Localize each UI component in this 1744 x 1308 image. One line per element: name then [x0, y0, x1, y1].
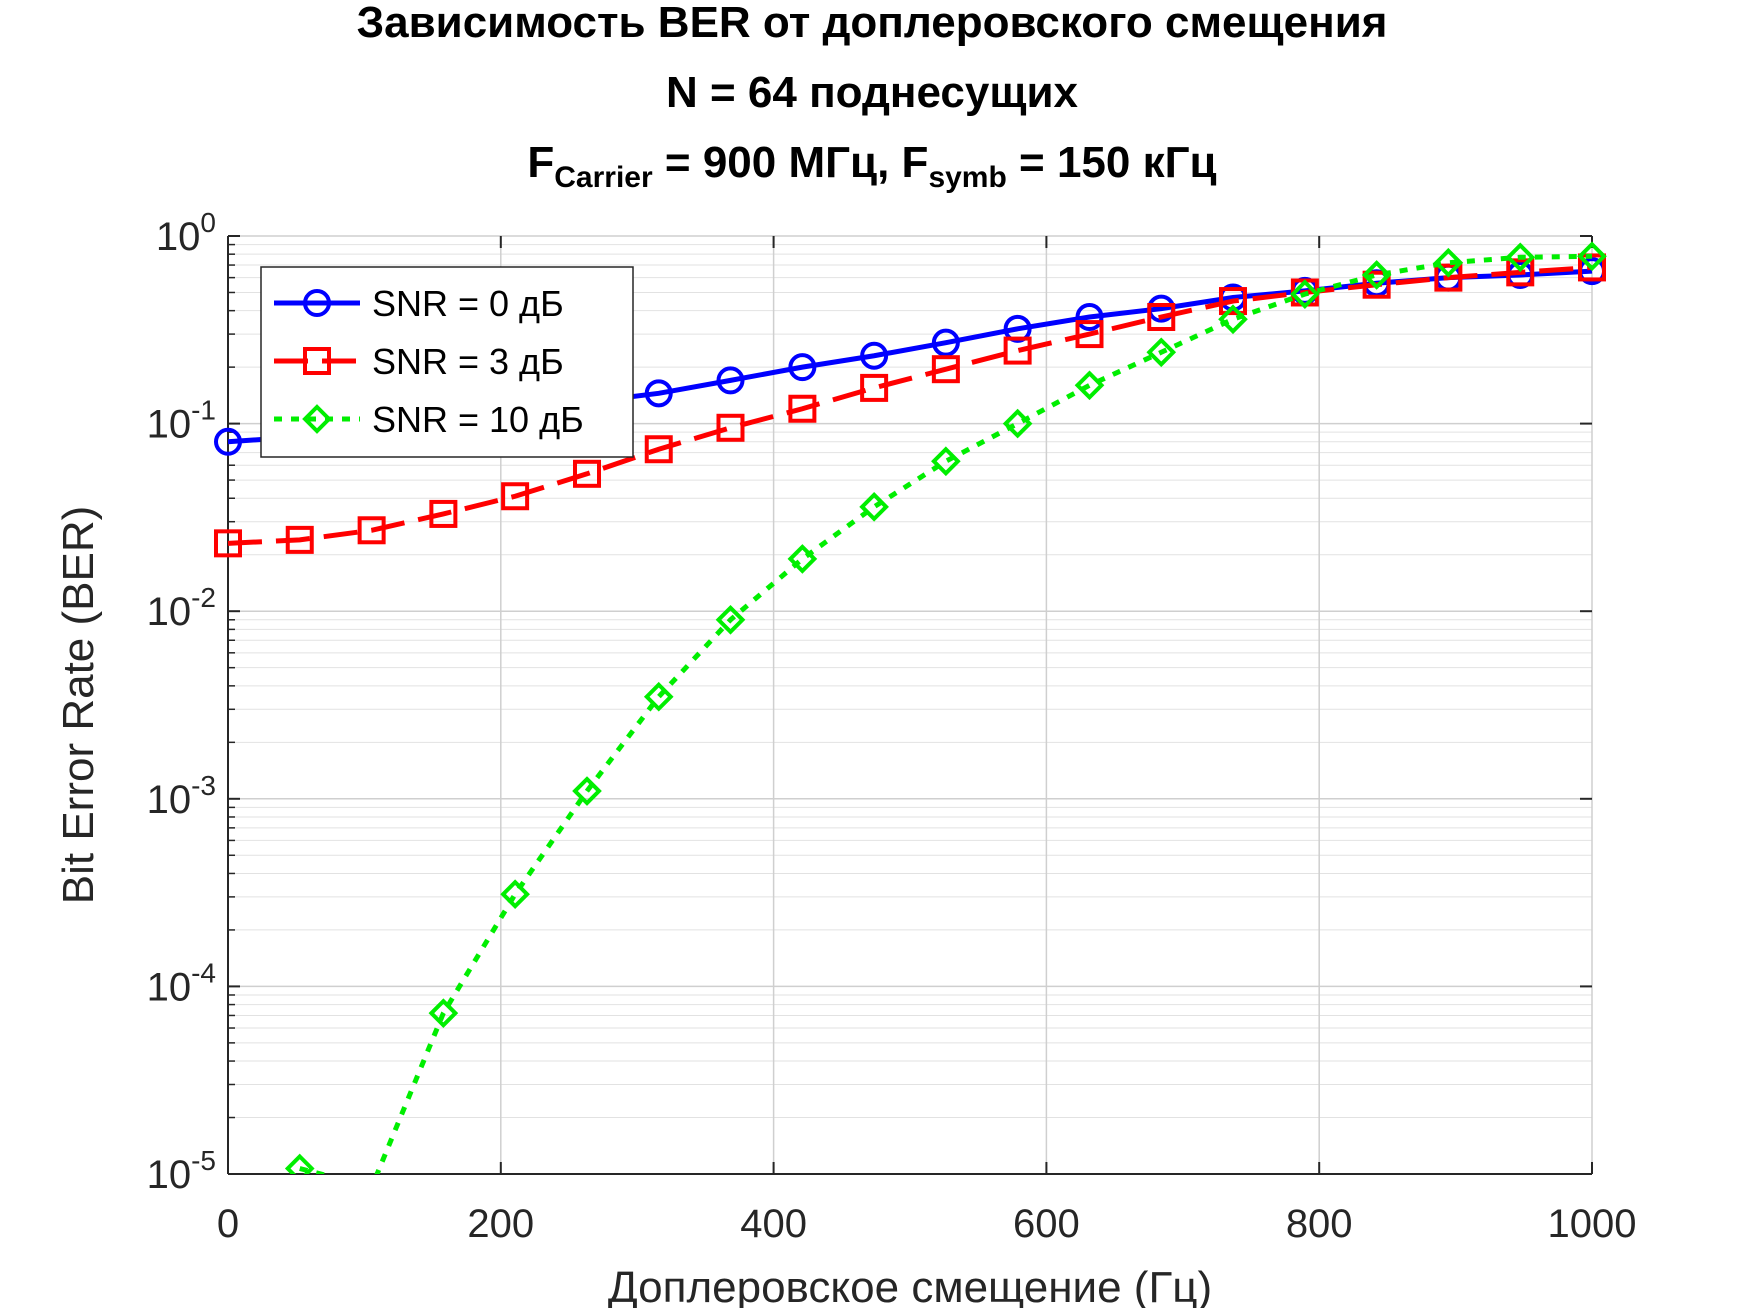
y-tick-label: 10-3 — [147, 770, 216, 822]
data-point-square — [1003, 336, 1032, 365]
data-point-circle — [644, 379, 673, 408]
data-point-diamond — [1361, 260, 1392, 290]
data-point-diamond — [1290, 279, 1320, 309]
data-point-square — [931, 355, 960, 384]
data-point-diamond — [931, 446, 961, 477]
data-point-square — [716, 413, 745, 442]
data-point-square — [1578, 253, 1606, 282]
data-point-diamond — [572, 776, 602, 806]
data-point-square — [1218, 287, 1247, 316]
y-tick-label: 10-5 — [147, 1145, 216, 1197]
data-point-square — [860, 373, 889, 402]
x-tick-label: 600 — [1013, 1202, 1080, 1246]
x-tick-label: 800 — [1286, 1202, 1353, 1246]
data-point-diamond — [715, 604, 746, 635]
legend: SNR = 0 дБ SNR = 3 дБ SNR = 10 дБ — [260, 266, 634, 458]
tick-labels: 0 200 400 600 800 1000 100 10-1 10-2 10-3 10-4 10-5 — [147, 207, 1637, 1246]
data-point-circle — [788, 353, 817, 382]
legend-label: SNR = 0 дБ — [372, 283, 564, 324]
data-point-diamond — [1577, 241, 1607, 272]
data-point-square — [1147, 303, 1176, 332]
x-tick-label: 400 — [740, 1202, 807, 1246]
data-point-square — [644, 435, 673, 464]
legend-label: SNR = 3 дБ — [372, 341, 564, 382]
data-point-square — [1506, 258, 1535, 287]
data-point-square — [285, 525, 314, 554]
data-point-diamond — [1433, 247, 1464, 278]
data-point-diamond — [1074, 370, 1105, 401]
y-tick-label: 10-4 — [147, 957, 216, 1009]
data-point-diamond — [284, 1153, 315, 1174]
legend-marker — [303, 347, 331, 375]
data-point-circle — [860, 341, 889, 370]
data-point-square — [1075, 320, 1104, 349]
data-point-circle — [1003, 314, 1032, 343]
data-point-square — [1362, 270, 1391, 299]
data-point-diamond — [859, 492, 889, 522]
data-point-diamond — [1146, 337, 1177, 368]
data-point-square — [214, 529, 242, 558]
y-tick-label: 10-1 — [147, 395, 216, 447]
series-3 — [284, 241, 1607, 1174]
x-tick-label: 1000 — [1548, 1202, 1637, 1246]
data-point-circle — [1075, 303, 1104, 332]
data-point-square — [501, 482, 530, 511]
data-point-diamond — [787, 544, 818, 574]
chart-title-line2: N = 64 поднесущих — [666, 68, 1078, 117]
legend-label: SNR = 10 дБ — [372, 399, 584, 440]
chart-title-line3: FCarrier = 900 МГц, Fsymb = 150 кГц — [527, 138, 1216, 194]
x-tick-label: 0 — [217, 1202, 239, 1246]
data-point-diamond — [1505, 242, 1536, 273]
data-point-square — [429, 499, 458, 528]
y-axis-label: Bit Error Rate (BER) — [54, 506, 103, 905]
data-point-diamond — [643, 681, 674, 712]
data-point-circle — [214, 427, 242, 456]
data-point-diamond — [1002, 408, 1033, 439]
data-point-diamond — [1218, 304, 1248, 335]
data-point-diamond — [428, 998, 459, 1028]
axes — [227, 235, 1593, 1175]
legend-marker — [303, 289, 331, 317]
legend-marker — [302, 404, 332, 434]
data-point-square — [788, 394, 817, 423]
chart-title-line1: Зависимость BER от доплеровского смещени… — [357, 0, 1388, 47]
x-tick-label: 200 — [467, 1202, 534, 1246]
x-axis-label: Доплеровское смещение (Гц) — [608, 1263, 1212, 1308]
y-tick-label: 100 — [156, 207, 216, 259]
data-point-square — [357, 516, 386, 545]
y-tick-label: 10-2 — [147, 582, 216, 634]
data-point-square — [573, 459, 602, 488]
series-2 — [214, 253, 1606, 558]
data-point-diamond — [500, 879, 530, 910]
data-point-square — [1434, 263, 1463, 292]
data-point-circle — [716, 366, 745, 395]
data-point-circle — [931, 328, 960, 357]
